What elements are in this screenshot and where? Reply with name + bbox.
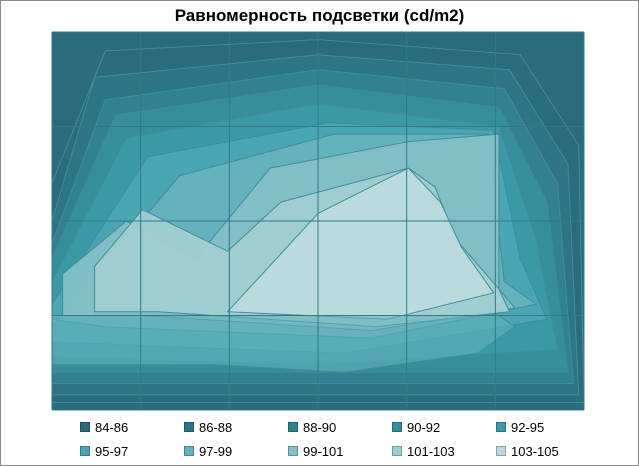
- legend-swatch: [184, 446, 194, 456]
- legend-label: 97-99: [199, 443, 233, 459]
- legend-item: 86-88: [184, 418, 232, 436]
- legend-label: 84-86: [95, 419, 129, 435]
- legend-swatch: [392, 446, 402, 456]
- legend-swatch: [80, 422, 90, 432]
- legend-item: 92-95: [496, 418, 544, 436]
- legend-swatch: [392, 422, 402, 432]
- legend-swatch: [80, 446, 90, 456]
- legend-item: 101-103: [392, 442, 455, 460]
- legend-item: 88-90: [288, 418, 336, 436]
- legend-label: 101-103: [407, 443, 455, 459]
- legend-swatch: [496, 446, 506, 456]
- legend-label: 90-92: [407, 419, 441, 435]
- contour-band-lower: [51, 315, 516, 373]
- legend-label: 103-105: [511, 443, 559, 459]
- legend-label: 88-90: [303, 419, 337, 435]
- legend-label: 95-97: [95, 443, 129, 459]
- legend-label: 99-101: [303, 443, 344, 459]
- chart-title: Равномерность подсветки (cd/m2): [174, 6, 465, 25]
- legend-label: 86-88: [199, 419, 233, 435]
- legend-swatch: [496, 422, 506, 432]
- legend-item: 84-86: [80, 418, 128, 436]
- legend-item: 97-99: [184, 442, 232, 460]
- legend-item: 99-101: [288, 442, 343, 460]
- legend-swatch: [288, 422, 298, 432]
- legend-swatch: [288, 446, 298, 456]
- legend-item: 103-105: [496, 442, 559, 460]
- legend: 84-86 86-88 88-90 90-92 92-95 95-97 97-99 99-10…: [80, 418, 600, 462]
- legend-swatch: [184, 422, 194, 432]
- legend-item: 95-97: [80, 442, 128, 460]
- contour-band-103-105: [226, 167, 495, 320]
- legend-item: 90-92: [392, 418, 440, 436]
- legend-label: 92-95: [511, 419, 545, 435]
